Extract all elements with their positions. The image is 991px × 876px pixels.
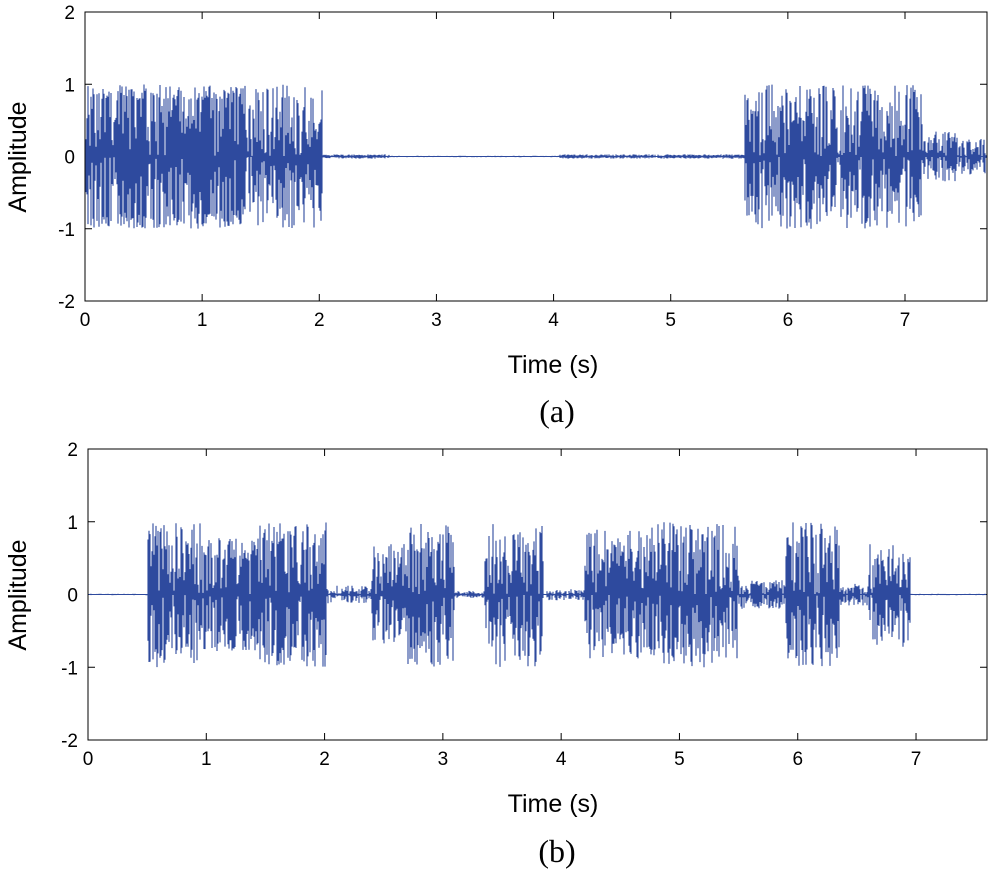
xtick-label-b: 0 <box>83 749 94 770</box>
xtick-label-a: 7 <box>900 310 911 331</box>
xtick-label-a: 5 <box>665 310 676 331</box>
panel-a: 0 1 2 3 4 5 6 7 2 1 0 -1 -2 Time (s) Amplitude (a) <box>4 3 988 429</box>
xtick-label-b: 4 <box>556 749 567 770</box>
xtick-label-a: 1 <box>197 310 208 331</box>
caption-b: (b) <box>538 833 575 869</box>
xtick-label-b: 6 <box>792 749 803 770</box>
xtick-label-b: 2 <box>319 749 330 770</box>
caption-a: (a) <box>539 393 575 429</box>
ytick-label-b: 2 <box>67 440 78 461</box>
ytick-label-a: 2 <box>64 3 75 24</box>
ytick-label-a: -1 <box>58 220 75 241</box>
ytick-label-b: -2 <box>61 731 78 752</box>
ticks-a: 0 1 2 3 4 5 6 7 2 1 0 -1 -2 <box>58 3 987 331</box>
xtick-label-b: 5 <box>674 749 685 770</box>
signal-b <box>88 522 987 668</box>
ytick-label-a: 1 <box>64 75 75 96</box>
xtick-label-a: 0 <box>80 310 91 331</box>
ytick-label-b: 1 <box>67 513 78 534</box>
ticks-b: 0 1 2 3 4 5 6 7 2 1 0 -1 -2 <box>61 440 987 770</box>
ylabel-b: Amplitude <box>4 539 32 650</box>
ytick-label-a: -2 <box>58 292 75 313</box>
xtick-label-b: 7 <box>911 749 922 770</box>
xtick-label-a: 3 <box>431 310 442 331</box>
xtick-label-b: 1 <box>201 749 212 770</box>
xlabel-a: Time (s) <box>508 351 599 379</box>
panel-b: 0 1 2 3 4 5 6 7 2 1 0 -1 -2 Time (s) Amplitude (b) <box>4 440 988 869</box>
ytick-label-b: 0 <box>67 586 78 607</box>
ylabel-a: Amplitude <box>4 101 32 212</box>
ytick-label-b: -1 <box>61 658 78 679</box>
ytick-label-a: 0 <box>64 148 75 169</box>
xtick-label-a: 4 <box>548 310 559 331</box>
xtick-label-a: 6 <box>783 310 794 331</box>
xtick-label-a: 2 <box>314 310 325 331</box>
xtick-label-b: 3 <box>438 749 449 770</box>
waveform-a <box>85 84 987 229</box>
waveform-b <box>88 522 987 668</box>
signal-a <box>85 84 987 229</box>
xlabel-b: Time (s) <box>508 790 599 818</box>
